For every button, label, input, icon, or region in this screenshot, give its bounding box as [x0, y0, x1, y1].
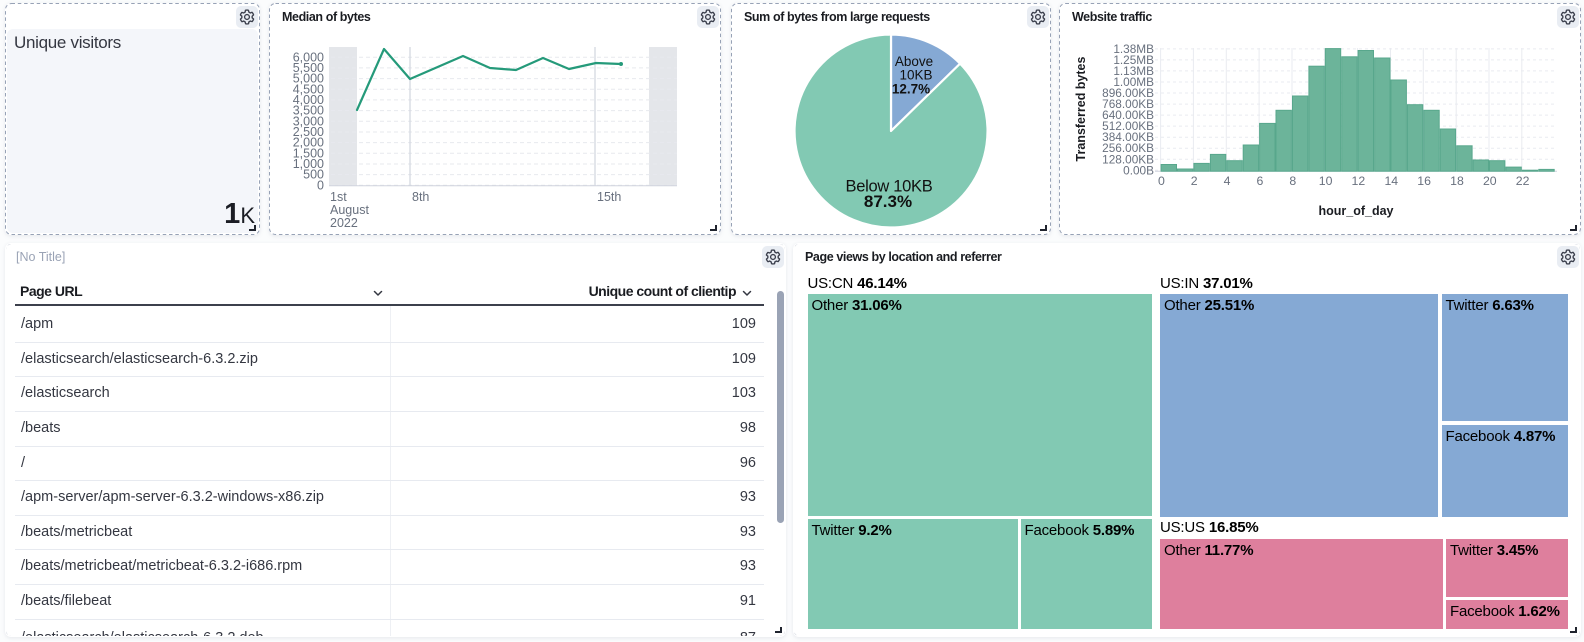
svg-text:6,000: 6,000 [293, 50, 324, 64]
svg-text:12: 12 [1352, 174, 1366, 188]
svg-text:hour_of_day: hour_of_day [1318, 204, 1393, 218]
svg-text:2022: 2022 [330, 216, 358, 230]
svg-text:12.7%: 12.7% [892, 82, 930, 97]
svg-text:14: 14 [1384, 174, 1398, 188]
svg-text:Transferred bytes: Transferred bytes [1074, 57, 1088, 162]
svg-text:0: 0 [1158, 174, 1165, 188]
svg-text:10: 10 [1319, 174, 1333, 188]
svg-text:6: 6 [1256, 174, 1263, 188]
svg-text:18: 18 [1450, 174, 1464, 188]
svg-text:22: 22 [1516, 174, 1530, 188]
svg-text:8th: 8th [412, 190, 429, 204]
svg-text:2: 2 [1191, 174, 1198, 188]
svg-text:August: August [330, 203, 369, 217]
svg-text:20: 20 [1483, 174, 1497, 188]
svg-text:4: 4 [1224, 174, 1231, 188]
svg-text:15th: 15th [597, 190, 621, 204]
svg-text:1.38MB: 1.38MB [1113, 42, 1154, 56]
svg-text:16: 16 [1417, 174, 1431, 188]
svg-text:1st: 1st [330, 190, 347, 204]
svg-text:8: 8 [1289, 174, 1296, 188]
svg-text:87.3%: 87.3% [864, 192, 912, 211]
svg-text:10KB: 10KB [899, 68, 932, 83]
